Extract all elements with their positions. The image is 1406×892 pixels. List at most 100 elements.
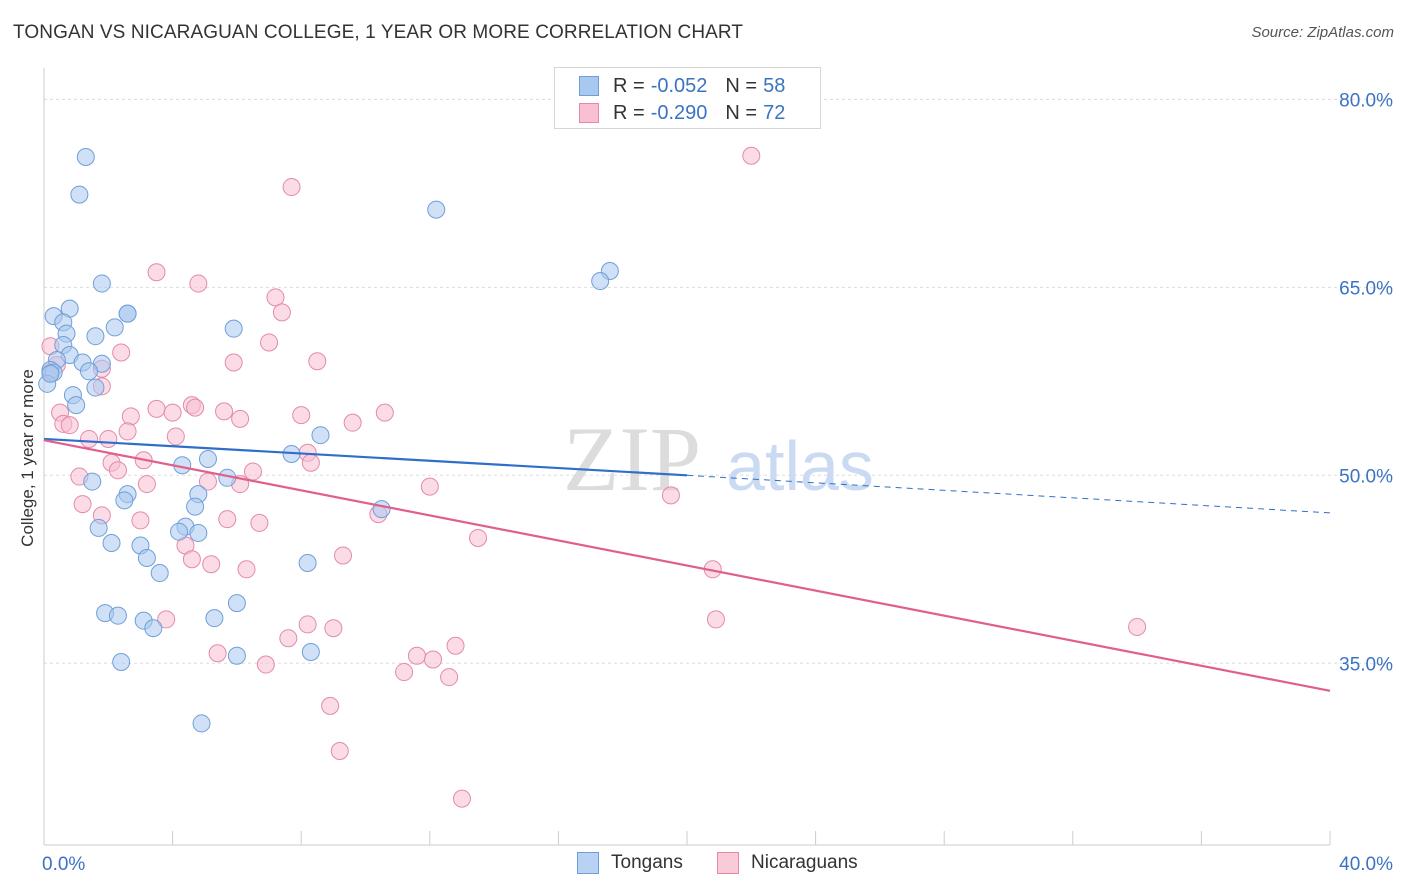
series-label-nicaraguans: Nicaraguans xyxy=(751,852,858,873)
tongans-point xyxy=(108,606,127,625)
nicaraguans-point xyxy=(73,495,92,514)
tongans-point xyxy=(112,653,131,672)
legend-n-label: N = xyxy=(725,74,758,97)
tick-labels: 80.0% 65.0% 50.0% 35.0% 0.0% 40.0% xyxy=(42,90,1393,875)
legend-r-label: R = xyxy=(613,74,645,97)
nicaraguans-point xyxy=(186,398,205,417)
nicaraguans-point xyxy=(137,475,156,494)
series-label-tongans: Tongans xyxy=(611,852,683,873)
tongans-point xyxy=(67,396,86,415)
nicaraguans-point xyxy=(80,429,99,448)
tongans-point xyxy=(427,200,446,219)
nicaraguans-point xyxy=(424,650,443,669)
watermark: ZIP atlas xyxy=(563,408,874,510)
nicaraguans-point xyxy=(440,668,459,687)
nicaraguans-point xyxy=(343,413,362,432)
legend-n-value: 72 xyxy=(763,101,786,124)
nicaraguans-point xyxy=(301,453,320,472)
nicaraguans-point xyxy=(375,403,394,422)
y-axis-label: College, 1 year or more xyxy=(18,369,37,547)
source-credit: Source: ZipAtlas.com xyxy=(1251,24,1394,41)
nicaraguans-point xyxy=(157,610,176,629)
nicaraguans-point xyxy=(395,663,414,682)
nicaraguans-point xyxy=(112,343,131,362)
nicaraguans-point xyxy=(118,422,137,441)
nicaraguans-point xyxy=(742,146,761,165)
nicaraguans-point xyxy=(237,560,256,579)
tongans-point xyxy=(170,522,189,541)
nicaraguans-trend-line xyxy=(43,439,1331,692)
legend-row-nicaraguans: R = -0.290 N = 72 xyxy=(579,101,785,125)
nicaraguans-point xyxy=(446,636,465,655)
nicaraguans-point xyxy=(182,550,201,569)
legend-r-value: -0.052 xyxy=(650,74,708,97)
watermark-zip: ZIP xyxy=(563,408,701,510)
watermark-atlas: atlas xyxy=(726,427,874,505)
trend-lines xyxy=(43,437,1331,692)
nicaraguans-point xyxy=(272,303,291,322)
legend-swatch-nicaraguans xyxy=(579,103,599,123)
nicaraguans-point xyxy=(250,513,269,532)
tongans-point xyxy=(224,319,243,338)
tongans-point xyxy=(76,147,95,166)
tongans-point xyxy=(41,364,60,383)
series-legend-tongans: Tongans xyxy=(577,852,683,874)
nicaraguans-point xyxy=(166,427,185,446)
tongans-point xyxy=(115,491,134,510)
nicaraguans-point xyxy=(202,555,221,574)
nicaraguans-point xyxy=(279,629,298,648)
legend-row-tongans: R = -0.052 N = 58 xyxy=(579,74,785,98)
tongans-point xyxy=(105,318,124,337)
chart-title: TONGAN VS NICARAGUAN COLLEGE, 1 YEAR OR … xyxy=(13,22,744,43)
tongans-point xyxy=(298,554,317,573)
y-tick-label: 35.0% xyxy=(1339,654,1393,675)
tongans-point xyxy=(102,533,121,552)
nicaraguans-point xyxy=(231,409,250,428)
legend-r-value: -0.290 xyxy=(650,101,708,124)
y-tick-label: 50.0% xyxy=(1339,466,1393,487)
tongans-point xyxy=(70,185,89,204)
nicaraguans-point xyxy=(469,528,488,547)
nicaraguans-point xyxy=(661,486,680,505)
nicaraguans-point xyxy=(308,352,327,371)
legend-r-label: R = xyxy=(613,101,645,124)
stats-legend: R = -0.052 N = 58 R = -0.290 N = 72 xyxy=(554,67,821,129)
legend-swatch-tongans xyxy=(579,76,599,96)
series-legend-nicaraguans: Nicaraguans xyxy=(717,852,858,874)
nicaraguans-point xyxy=(108,461,127,480)
nicaraguans-point xyxy=(218,510,237,529)
legend-n-value: 58 xyxy=(763,74,786,97)
tongans-point xyxy=(118,304,137,323)
tongans-trend-line xyxy=(43,437,688,477)
tongans-trend-extension xyxy=(686,474,1331,514)
nicaraguans-point xyxy=(215,402,234,421)
nicaraguans-point xyxy=(189,274,208,293)
nicaraguans-point xyxy=(121,407,140,426)
nicaraguans-point xyxy=(256,655,275,674)
nicaraguans-point xyxy=(147,263,166,282)
nicaraguans-point xyxy=(163,403,182,422)
x-tick-label: 40.0% xyxy=(1339,854,1393,875)
tongans-point xyxy=(137,549,156,568)
tongans-point xyxy=(311,426,330,445)
tongans-point xyxy=(198,450,217,469)
nicaraguans-point xyxy=(208,644,227,663)
tongans-point xyxy=(80,362,99,381)
nicaraguans-point xyxy=(298,615,317,634)
series-swatch-tongans xyxy=(577,852,599,874)
y-tick-label: 80.0% xyxy=(1339,90,1393,111)
nicaraguans-point xyxy=(260,333,279,352)
legend-n-label: N = xyxy=(725,101,758,124)
nicaraguans-point xyxy=(452,789,471,808)
nicaraguans-point xyxy=(333,546,352,565)
series-swatch-nicaraguans xyxy=(717,852,739,874)
tongans-point xyxy=(86,378,105,397)
tongans-point xyxy=(144,619,163,638)
nicaraguans-point xyxy=(407,646,426,665)
tongans-point xyxy=(189,523,208,542)
nicaraguans-point xyxy=(224,353,243,372)
series-legend: Tongans Nicaraguans xyxy=(0,852,1406,878)
x-tick-label: 0.0% xyxy=(42,854,85,875)
nicaraguans-point xyxy=(60,416,79,435)
